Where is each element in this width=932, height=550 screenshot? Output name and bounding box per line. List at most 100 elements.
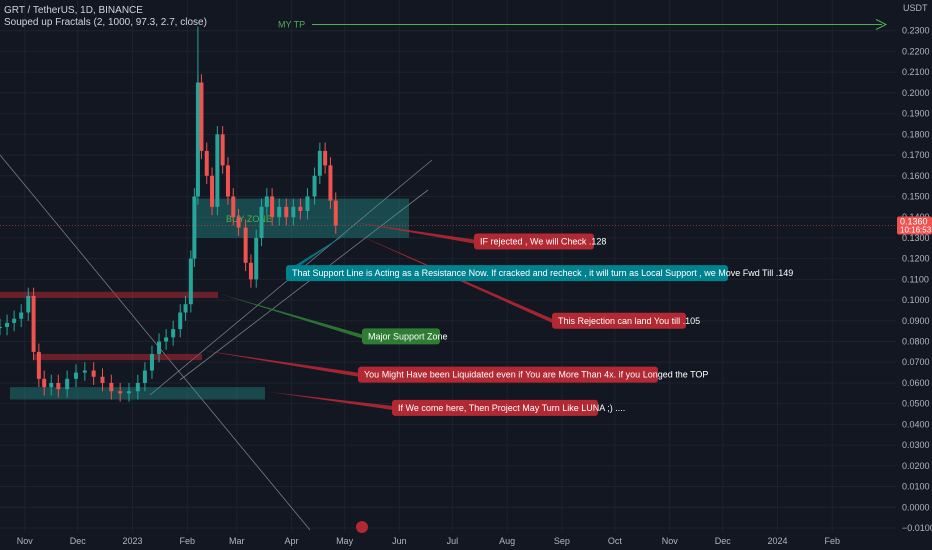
candle-body (284, 206, 289, 218)
x-tick-label: Jul (447, 536, 459, 546)
callout-box (362, 328, 440, 345)
bottom-marker-icon (356, 521, 368, 533)
x-tick-label: Aug (499, 536, 515, 546)
candle-body (19, 312, 24, 319)
candle-body (56, 382, 61, 390)
candle-body (259, 206, 264, 238)
candle-body (36, 351, 41, 379)
candle-body (49, 382, 54, 388)
callout-box (358, 366, 658, 383)
x-tick-label: 2024 (767, 536, 787, 546)
x-tick-label: Dec (715, 536, 732, 546)
callout-pointer (220, 294, 362, 339)
x-tick-label: Apr (285, 536, 299, 546)
my-tp-arrow-head (875, 19, 888, 30)
x-tick-label: Feb (825, 536, 841, 546)
candle-body (164, 337, 169, 342)
time-axis[interactable]: Nov Dec 2023 Feb Mar Apr May Jun Jul Aug Sep Oct Nov… (17, 536, 840, 546)
candle-body (312, 175, 317, 197)
y-tick-label: 0.1900 (902, 109, 930, 119)
candle-body (199, 82, 204, 151)
candle-body (225, 165, 230, 197)
price-zones: BUY ZONE (0, 198, 409, 400)
candle-body (215, 134, 220, 207)
zone-rect (0, 291, 218, 299)
price-axis[interactable]: USDT 0.2300 0.2200 0.2100 0.2000 0.1900 0.1800… (896, 0, 932, 550)
indicator-legend[interactable]: Souped up Fractals (2, 1000, 97.3, 2.7, … (4, 17, 207, 28)
candle-body (333, 200, 338, 226)
price-axis-bg (896, 0, 932, 550)
callout-text: IF rejected , We will Check .128 (480, 236, 606, 246)
y-tick-label: 0.1300 (902, 233, 930, 243)
x-tick-label: Oct (608, 536, 623, 546)
y-tick-label: 0.1100 (902, 274, 929, 284)
current-price-countdown: 10:16:53 (900, 225, 932, 234)
callout-pointer (270, 392, 392, 410)
my-tp-label: MY TP (278, 20, 305, 30)
candle-body (317, 150, 322, 176)
candle-body (126, 391, 131, 394)
y-tick-label: 0.0900 (902, 316, 930, 326)
callout-box (552, 312, 686, 329)
candle-body (26, 295, 31, 313)
y-tick-label: 0.1700 (902, 150, 930, 160)
x-tick-label: Nov (662, 536, 679, 546)
candle-body (142, 370, 147, 383)
candle-body (254, 237, 259, 280)
candle-body (65, 378, 70, 390)
x-tick-label: May (336, 536, 354, 546)
candle-body (5, 322, 10, 328)
candle-body (248, 262, 253, 280)
y-tick-label: 0.0600 (902, 378, 930, 388)
callout-box (286, 265, 728, 282)
price-axis-unit: USDT (903, 3, 928, 13)
candle-body (109, 382, 114, 392)
callout-text: If We come here, Then Project May Turn L… (398, 403, 625, 413)
y-tick-label: −0.0100 (902, 523, 932, 533)
callout-pointer (200, 350, 358, 377)
y-tick-label: 0.0100 (902, 482, 930, 492)
y-tick-label: 0.0800 (902, 337, 930, 347)
y-tick-label: 0.1800 (902, 129, 930, 139)
candle-body (188, 258, 193, 305)
candle-body (243, 227, 248, 263)
ascending-trendline-2 (179, 189, 429, 381)
candle-body (236, 217, 241, 228)
candle-body (100, 376, 105, 383)
callout-box (392, 399, 598, 416)
candle-body (135, 382, 140, 392)
symbol-title: GRT / TetherUS, 1D, BINANCE (4, 5, 143, 16)
y-tick-label: 0.0000 (902, 502, 930, 512)
candle-body (31, 295, 36, 352)
candle-body (298, 206, 303, 211)
current-price-value: 0.1360 (900, 216, 928, 226)
y-tick-label: 0.0300 (902, 440, 930, 450)
zone-rect (194, 198, 409, 238)
annotations: MY TP IF rejected , We will Check .128 Tha… (278, 19, 888, 533)
y-tick-label: 0.0700 (902, 357, 930, 367)
x-tick-label: Dec (70, 536, 87, 546)
x-tick-label: Sep (554, 536, 570, 546)
y-tick-label: 0.1200 (902, 254, 930, 264)
candle-body (91, 370, 96, 377)
y-tick-label: 0.0400 (902, 419, 930, 429)
candle-body (323, 150, 328, 166)
x-tick-label: 2023 (123, 536, 143, 546)
candle-body (82, 370, 87, 373)
x-tick-label: Jun (392, 536, 407, 546)
candle-body (305, 196, 310, 211)
descending-trendline (0, 154, 311, 531)
callout-pointer (286, 230, 352, 276)
candle-body (157, 341, 162, 354)
callout-text: That Support Line is Acting as a Resista… (292, 268, 793, 278)
buy-zone-label: BUY ZONE (226, 214, 272, 224)
callout-text: This Rejection can land You till .105 (558, 316, 700, 326)
candle-body (328, 165, 333, 201)
candle-body (220, 134, 225, 166)
y-tick-label: 0.2200 (902, 46, 930, 56)
x-tick-label: Mar (229, 536, 245, 546)
callout-box (474, 233, 594, 250)
candle-body (42, 378, 47, 388)
candle-body (204, 150, 209, 176)
